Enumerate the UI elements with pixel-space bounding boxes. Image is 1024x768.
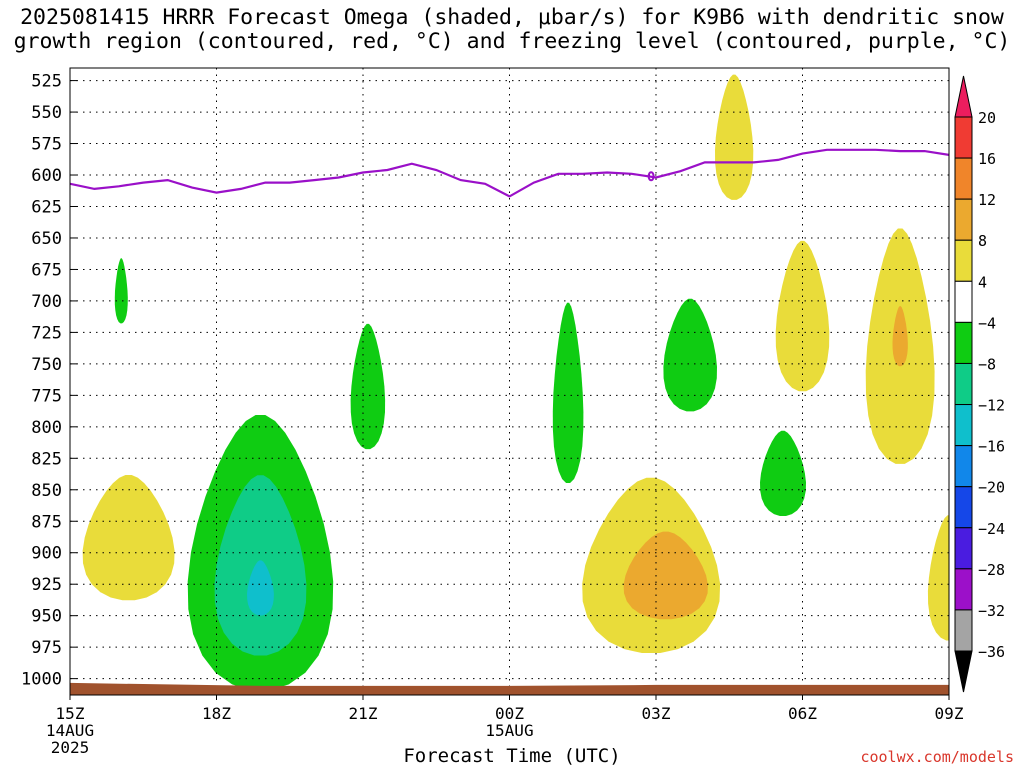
- freezing-level-line: [70, 148, 949, 198]
- omega-region-8: [247, 560, 274, 616]
- x-tick-label-1: 18Z: [202, 704, 231, 723]
- y-tick-label-550: 550: [31, 103, 62, 123]
- omega-region-15: [927, 515, 949, 641]
- y-tick-label-725: 725: [31, 323, 62, 343]
- colorbar-segment-7: [954, 362, 973, 406]
- terrain-fill: [70, 682, 949, 695]
- x-tick-label-4: 03Z: [642, 704, 671, 723]
- omega-region-0: [715, 74, 754, 200]
- x-tick-label-0: 15Z: [56, 704, 85, 723]
- colorbar-label-5: −4: [978, 314, 996, 332]
- omega-shading: [82, 74, 949, 691]
- omega-region-1: [114, 258, 128, 324]
- y-tick-label-700: 700: [31, 292, 62, 312]
- colorbar-label-9: −20: [978, 479, 1005, 497]
- x-tick-label-5: 06Z: [788, 704, 817, 723]
- colorbar-top-arrow: [954, 75, 973, 118]
- title-line-1: 2025081415 HRRR Forecast Omega (shaded, …: [20, 5, 1004, 30]
- y-tick-label-525: 525: [31, 72, 62, 92]
- omega-region-9: [82, 475, 175, 601]
- colorbar-label-1: 16: [978, 150, 996, 168]
- colorbar-label-10: −24: [978, 520, 1005, 538]
- omega-region-2: [350, 323, 386, 450]
- x-tick-year-0: 2025: [51, 738, 90, 757]
- freezing-level-contour: [70, 148, 949, 198]
- colorbar-label-12: −32: [978, 602, 1005, 620]
- colorbar-segment-11: [954, 527, 973, 570]
- colorbar-segment-9: [954, 445, 973, 488]
- colorbar-bottom-arrow: [954, 650, 973, 693]
- colorbar-label-11: −28: [978, 561, 1005, 579]
- y-tick-label-650: 650: [31, 229, 62, 249]
- x-axis-title: Forecast Time (UTC): [403, 745, 621, 767]
- colorbar: 20 16 12 8 4 −4 −8 −12 −16 −20 −24 −28 −32 −36: [954, 75, 1005, 693]
- omega-region-14: [892, 306, 908, 367]
- title-line-2: growth region (contoured, red, °C) and f…: [13, 29, 1011, 54]
- x-tick-label-2: 21Z: [349, 704, 378, 723]
- y-tick-label-750: 750: [31, 355, 62, 375]
- colorbar-segment-1: [954, 116, 973, 159]
- colorbar-segment-6: [954, 321, 973, 364]
- colorbar-segment-10: [954, 486, 973, 529]
- grid-lines: [70, 68, 949, 695]
- omega-region-4: [663, 298, 717, 412]
- y-tick-label-625: 625: [31, 197, 62, 217]
- y-tick-label-575: 575: [31, 135, 62, 155]
- colorbar-segment-2: [954, 157, 973, 200]
- colorbar-label-2: 12: [978, 191, 996, 209]
- y-tick-label-600: 600: [31, 166, 62, 186]
- y-tick-label-950: 950: [31, 607, 62, 627]
- source-credit: coolwx.com/models: [860, 748, 1014, 766]
- y-tick-label-850: 850: [31, 481, 62, 501]
- y-tick-label-675: 675: [31, 260, 62, 280]
- colorbar-segment-8: [954, 404, 973, 447]
- chart-title: 2025081415 HRRR Forecast Omega (shaded, …: [0, 6, 1024, 54]
- colorbar-segment-5: [954, 280, 973, 323]
- omega-region-11: [623, 531, 708, 620]
- y-tick-label-900: 900: [31, 544, 62, 564]
- colorbar-label-3: 8: [978, 232, 987, 250]
- colorbar-label-7: −12: [978, 397, 1005, 415]
- x-tick-label-6: 09Z: [935, 704, 964, 723]
- omega-region-5: [760, 430, 806, 516]
- x-tick-date-0: 14AUG: [46, 721, 94, 740]
- y-axis: 525 550 575 600 625 650 675 700 725 750 775 800 825 8…: [21, 72, 77, 690]
- y-tick-label-875: 875: [31, 512, 62, 532]
- colorbar-label-4: 4: [978, 273, 987, 291]
- colorbar-segment-12: [954, 568, 973, 611]
- y-tick-label-800: 800: [31, 418, 62, 438]
- y-tick-label-775: 775: [31, 386, 62, 406]
- y-tick-label-1000: 1000: [21, 670, 62, 690]
- colorbar-label-8: −16: [978, 438, 1005, 456]
- x-tick-date-3: 15AUG: [485, 721, 533, 740]
- omega-region-3: [552, 302, 584, 483]
- colorbar-segment-13: [954, 609, 973, 652]
- y-tick-label-975: 975: [31, 638, 62, 658]
- freezing-level-closed-contour: [647, 171, 655, 182]
- x-tick-label-3: 00Z: [495, 704, 524, 723]
- colorbar-segment-3: [954, 198, 973, 241]
- colorbar-label-0: 20: [978, 109, 996, 127]
- colorbar-label-6: −8: [978, 355, 996, 373]
- y-tick-label-825: 825: [31, 449, 62, 469]
- terrain-layer: [70, 682, 949, 695]
- colorbar-label-13: −36: [978, 643, 1005, 661]
- colorbar-segment-4: [954, 239, 973, 282]
- y-tick-label-925: 925: [31, 575, 62, 595]
